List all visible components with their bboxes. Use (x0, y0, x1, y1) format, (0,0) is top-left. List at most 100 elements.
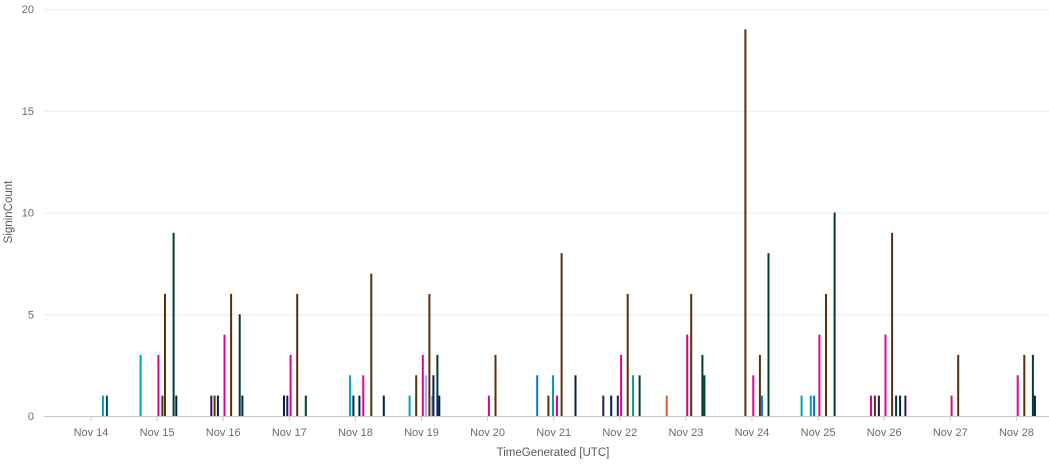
bar[interactable] (494, 354, 497, 416)
bar[interactable] (349, 375, 352, 416)
bar[interactable] (382, 395, 385, 416)
bar[interactable] (560, 253, 563, 416)
bar[interactable] (957, 354, 960, 416)
bar[interactable] (632, 375, 634, 416)
bar[interactable] (296, 293, 299, 416)
bar[interactable] (408, 395, 411, 416)
bar[interactable] (703, 375, 706, 416)
bar[interactable] (139, 354, 142, 416)
x-tick-label: Nov 17 (272, 427, 307, 439)
bar[interactable] (172, 232, 175, 416)
bar[interactable] (752, 375, 755, 416)
bar[interactable] (358, 395, 361, 416)
bar[interactable] (161, 395, 164, 416)
bar[interactable] (758, 354, 761, 416)
bar[interactable] (428, 293, 431, 416)
bar[interactable] (289, 354, 292, 416)
bar[interactable] (950, 395, 953, 416)
x-tick-label: Nov 20 (470, 427, 505, 439)
gridlines (44, 9, 1049, 316)
bar[interactable] (1023, 354, 1026, 416)
bar[interactable] (767, 253, 770, 416)
bar[interactable] (744, 29, 747, 417)
bar[interactable] (877, 395, 880, 416)
y-axis-title: SigninCount (3, 180, 15, 243)
bar[interactable] (1016, 375, 1019, 416)
x-tick-label: Nov 27 (933, 427, 968, 439)
bar[interactable] (238, 314, 241, 417)
bar[interactable] (487, 395, 490, 416)
bar[interactable] (690, 293, 693, 416)
bar[interactable] (157, 354, 160, 416)
bar[interactable] (105, 395, 108, 416)
bar[interactable] (904, 395, 907, 416)
bar[interactable] (1031, 354, 1034, 416)
y-tick-label: 5 (28, 309, 34, 321)
bar[interactable] (818, 334, 821, 416)
bar[interactable] (556, 395, 558, 416)
bar[interactable] (626, 293, 629, 416)
bar[interactable] (216, 395, 219, 416)
y-tick-label: 0 (28, 411, 34, 423)
x-tick-label: Nov 14 (74, 427, 109, 439)
x-axis-title: TimeGenerated [UTC] (497, 447, 610, 459)
bar[interactable] (884, 334, 887, 416)
x-tick-label: Nov 22 (602, 427, 637, 439)
bar[interactable] (438, 395, 441, 416)
bar[interactable] (809, 395, 812, 416)
x-tick-label: Nov 28 (999, 427, 1034, 439)
bar[interactable] (760, 395, 763, 416)
bar[interactable] (536, 375, 539, 416)
bar[interactable] (425, 375, 428, 416)
bar[interactable] (431, 395, 434, 416)
bar[interactable] (616, 395, 619, 416)
x-tick-labels: Nov 14 Nov 15 Nov 16 Nov 17 Nov 18 Nov 19 Nov … (74, 416, 1034, 439)
bar[interactable] (421, 354, 424, 416)
bar[interactable] (833, 212, 836, 417)
y-tick-labels: 0 5 10 15 20 (22, 4, 34, 423)
bar[interactable] (210, 395, 213, 416)
bar[interactable] (1033, 395, 1036, 416)
bar[interactable] (101, 395, 104, 416)
bar[interactable] (602, 395, 605, 416)
bar[interactable] (891, 232, 894, 416)
bar[interactable] (286, 395, 289, 416)
y-tick-label: 15 (22, 106, 34, 118)
bar[interactable] (665, 395, 668, 416)
bar[interactable] (432, 375, 435, 416)
bar[interactable] (547, 395, 550, 416)
bar[interactable] (686, 334, 689, 416)
x-tick-label: Nov 16 (206, 427, 241, 439)
bar[interactable] (813, 395, 816, 416)
bar[interactable] (825, 293, 827, 416)
bar[interactable] (552, 375, 554, 416)
bar[interactable] (241, 395, 244, 416)
bar[interactable] (638, 375, 641, 416)
bar[interactable] (800, 395, 803, 416)
bar[interactable] (620, 354, 623, 416)
bar[interactable] (304, 395, 307, 416)
bar[interactable] (701, 354, 704, 416)
bar[interactable] (370, 273, 373, 416)
bar[interactable] (610, 395, 613, 416)
bar[interactable] (362, 375, 365, 416)
bar[interactable] (230, 293, 233, 416)
bar[interactable] (870, 395, 872, 416)
bar[interactable] (436, 354, 439, 416)
bar[interactable] (899, 395, 902, 416)
bar[interactable] (213, 395, 216, 416)
bar[interactable] (175, 395, 178, 416)
x-tick-label: Nov 15 (140, 427, 175, 439)
bar[interactable] (223, 334, 226, 416)
bar[interactable] (164, 293, 166, 416)
bar[interactable] (895, 395, 898, 416)
bar[interactable] (574, 375, 577, 416)
bar[interactable] (283, 395, 285, 416)
bar[interactable] (352, 395, 355, 416)
bar[interactable] (873, 395, 876, 416)
x-tick-label: Nov 21 (536, 427, 571, 439)
bar[interactable] (415, 375, 418, 416)
bars (101, 29, 1036, 417)
